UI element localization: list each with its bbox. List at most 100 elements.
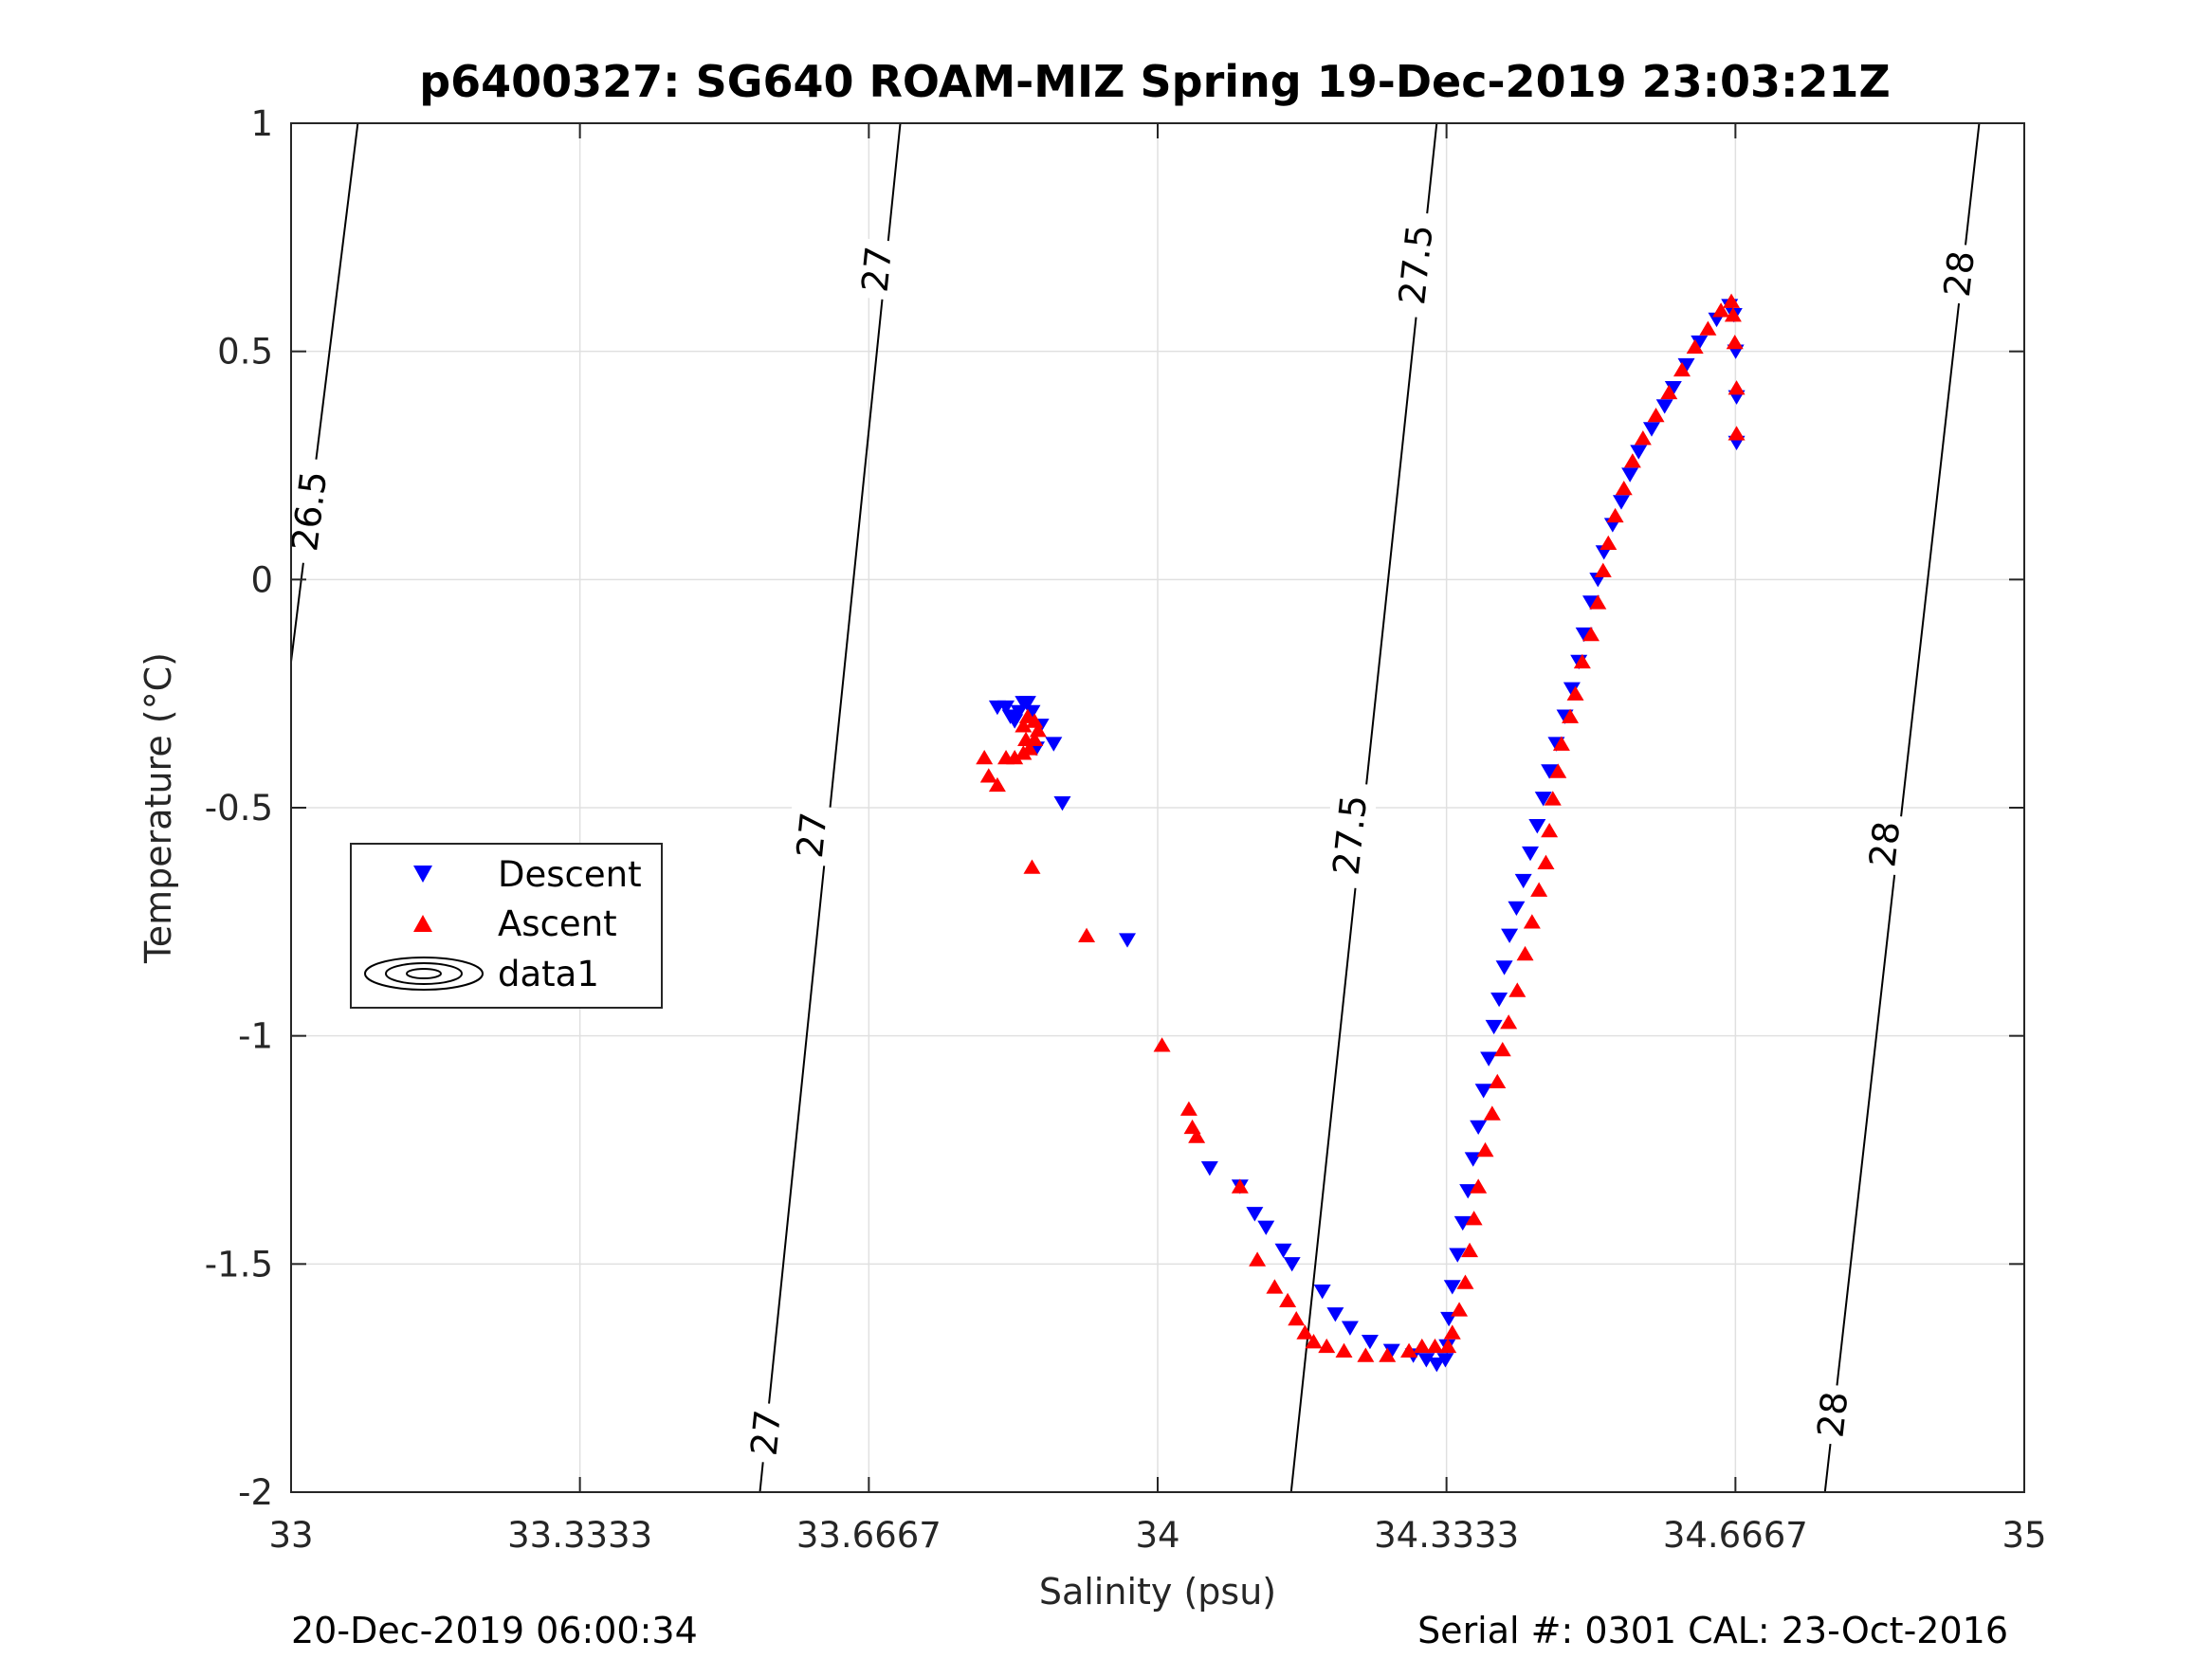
ascent-point [1615, 480, 1633, 496]
ascent-point [1728, 380, 1746, 395]
ascent-point [1606, 507, 1624, 523]
descent-point [1382, 1343, 1400, 1358]
isopycnal-26.5 [290, 122, 359, 663]
ascent-point [1456, 1274, 1474, 1289]
contour-label-bg [1933, 242, 1985, 306]
legend-ascent: Ascent [413, 903, 617, 944]
descent-point [1449, 1248, 1467, 1263]
ascent-point [1461, 1242, 1479, 1258]
ascent-point [1541, 822, 1559, 838]
descent-point [1045, 737, 1063, 752]
ascent-point [1634, 430, 1652, 446]
descent-point [1474, 1084, 1492, 1099]
descent-point [1119, 933, 1137, 948]
ascent-point [1249, 1251, 1267, 1267]
descent-point [1621, 467, 1639, 483]
ascent-point [1015, 718, 1033, 733]
descent-point [1490, 992, 1508, 1008]
ascent-point [1029, 722, 1047, 738]
ascent-point [1508, 982, 1526, 997]
x-tick-label: 34.6667 [1663, 1515, 1808, 1556]
contour-label: 28 [1861, 819, 1908, 869]
contour-label: 28 [1809, 1390, 1856, 1440]
descent-point [1677, 357, 1695, 374]
ascent-point [1537, 854, 1555, 869]
descent-point [1495, 960, 1513, 975]
y-axis-label: Temperature (°C) [137, 652, 179, 964]
ascent-point [1594, 562, 1612, 577]
y-tick-label: -1 [238, 1016, 273, 1057]
descent-point [1326, 1307, 1344, 1322]
contour-label-bg [850, 237, 903, 301]
descent-point [1053, 795, 1071, 811]
ascent-point [1728, 426, 1746, 441]
contour-label-bg [280, 456, 338, 566]
isopycnal-28 [1823, 122, 1981, 1493]
descent-point [1470, 1120, 1488, 1136]
descent-point [1541, 764, 1559, 779]
contour-label: 27 [743, 1408, 790, 1458]
descent-point [1522, 846, 1540, 862]
ascent-point [988, 776, 1006, 793]
y-tick-label: -1.5 [205, 1244, 273, 1285]
x-axis-ticks: 33 33.3333 33.6667 34 34.3333 34.6667 35 [268, 123, 2047, 1556]
ascent-point [1017, 731, 1035, 746]
descent-point [1283, 1257, 1301, 1272]
y-tick-label: 0.5 [217, 332, 273, 373]
legend-descent: Descent [413, 854, 642, 895]
ascent-point [1451, 1302, 1469, 1317]
ascent-point [1623, 453, 1641, 468]
ascent-point [1357, 1347, 1375, 1362]
x-tick-label: 35 [2002, 1515, 2046, 1556]
contour-label: 27.5 [1325, 793, 1376, 877]
descent-point [1200, 1161, 1218, 1176]
ascent-point [1573, 653, 1591, 669]
contour-label: 27 [789, 811, 835, 861]
ascent-point [979, 768, 997, 783]
chart-title: p6400327: SG640 ROAM-MIZ Spring 19-Dec-2… [419, 56, 1891, 107]
legend-ascent-label: Ascent [498, 903, 617, 944]
y-tick-label: 0 [250, 559, 273, 600]
descent-point [1485, 1019, 1503, 1035]
ascent-point [1006, 749, 1024, 765]
contour-label-bg [740, 1401, 792, 1465]
ascent-point [1699, 320, 1717, 336]
descent-point [1691, 335, 1709, 351]
ascent-point [1600, 535, 1618, 551]
ascent-point [1266, 1279, 1284, 1294]
ascent-point [1465, 1211, 1483, 1226]
legend-contour-icon [364, 957, 484, 991]
ascent-point [1179, 1101, 1197, 1116]
ascent-point [1549, 763, 1567, 778]
x-axis-label: Salinity (psu) [1039, 1571, 1276, 1613]
ascent-point [1413, 1338, 1431, 1354]
descent-point [1612, 495, 1630, 510]
ascent-point [1523, 914, 1541, 929]
legend-descent-marker [413, 866, 432, 883]
descent-point [1655, 399, 1673, 414]
y-tick-label: -2 [238, 1472, 273, 1513]
descent-point [1459, 1184, 1477, 1199]
ascent-point [1231, 1178, 1249, 1194]
ascent-point [1589, 594, 1607, 610]
descent-point [1436, 1353, 1454, 1368]
contour-label-bg [1322, 780, 1379, 890]
ascent-point [1489, 1073, 1507, 1088]
ascent-point [1476, 1141, 1494, 1158]
descent-point [1453, 1215, 1472, 1231]
descent-point [1246, 1207, 1264, 1222]
ascent-point [1552, 736, 1570, 751]
ascent-point [1335, 1342, 1353, 1358]
ascent-point [1660, 384, 1678, 400]
ascent-point [1582, 626, 1600, 642]
legend-data1: data1 [364, 954, 599, 994]
descent-point [1010, 704, 1028, 720]
descent-point [1508, 901, 1526, 916]
ascent-point [1562, 708, 1580, 723]
descent-point [1534, 792, 1552, 807]
legend-data1-label: data1 [498, 954, 599, 994]
x-tick-label: 33.3333 [507, 1515, 652, 1556]
ascent-point [1188, 1128, 1206, 1143]
y-axis-ticks: -2 -1.5 -1 -0.5 0 0.5 1 [205, 103, 2024, 1513]
